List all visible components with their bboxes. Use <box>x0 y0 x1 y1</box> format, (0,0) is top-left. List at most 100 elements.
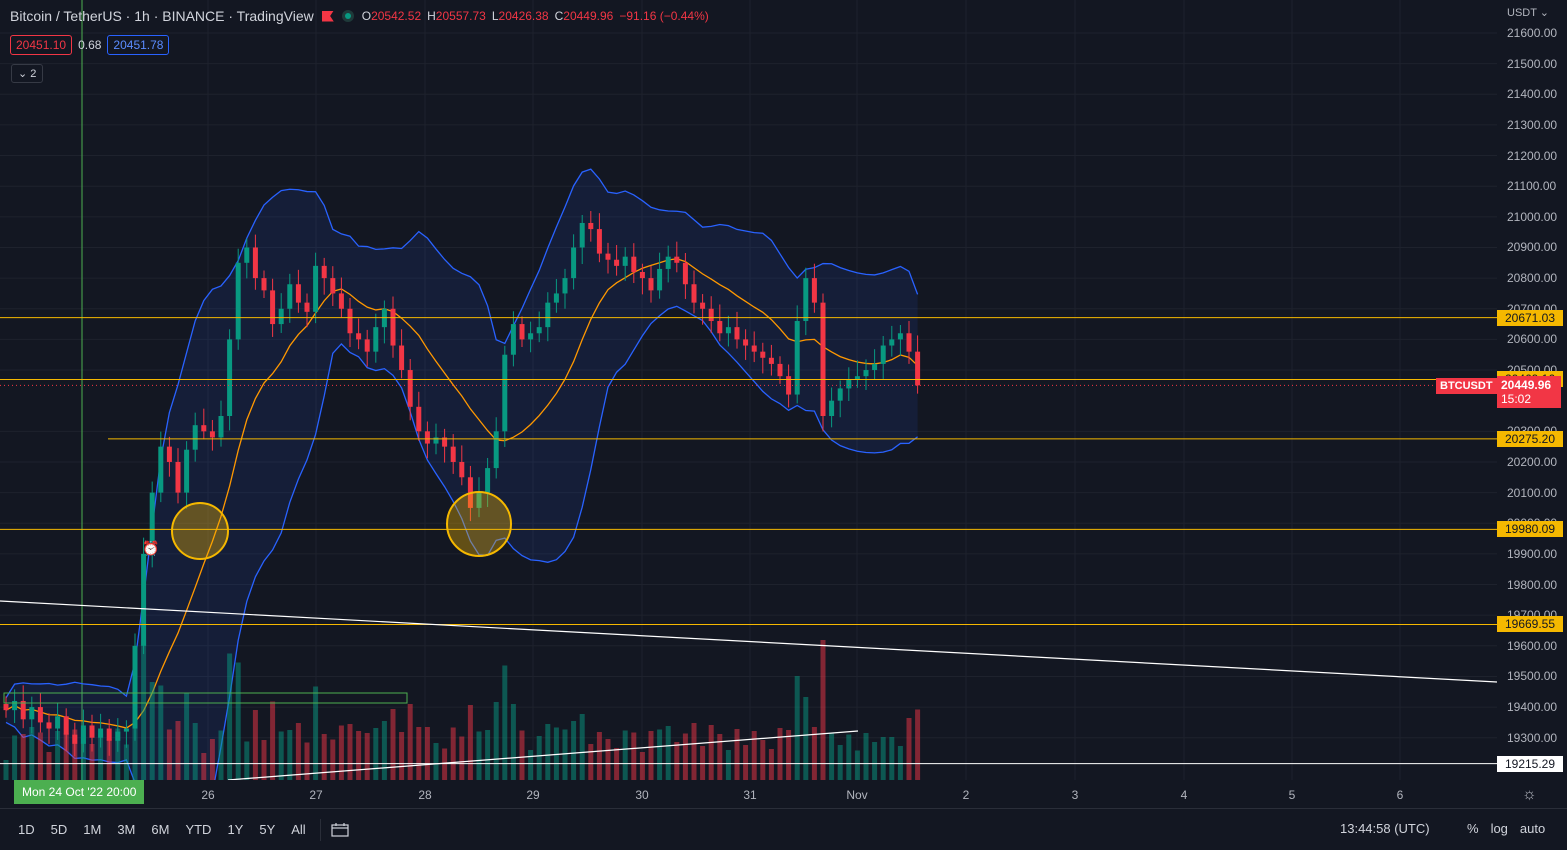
axis-option-percent[interactable]: % <box>1467 821 1479 836</box>
ohlc-item: H20557.73 <box>427 9 486 23</box>
axis-option-auto[interactable]: auto <box>1519 821 1546 836</box>
price-tick: 20200.00 <box>1507 454 1558 469</box>
volume-bar <box>459 736 465 780</box>
price-tick: 21300.00 <box>1507 117 1558 132</box>
volume-bar <box>209 739 215 780</box>
candle-body <box>777 363 783 377</box>
volume-bar <box>596 732 602 780</box>
price-tick: 20900.00 <box>1507 240 1558 255</box>
candle-body <box>579 222 585 248</box>
price-tick: 19900.00 <box>1507 546 1558 561</box>
volume-bar <box>571 721 577 780</box>
candle-body <box>459 461 465 478</box>
volume-bar <box>846 734 852 780</box>
market-status-icon[interactable] <box>341 10 354 22</box>
volume-bar <box>863 733 869 780</box>
level-price-label: 19980.09 <box>1497 521 1563 538</box>
level-price-label: 19669.55 <box>1497 616 1563 633</box>
volume-bar <box>751 731 757 780</box>
candle-body <box>321 265 327 279</box>
symbol-tag: BTCUSDT <box>1436 378 1497 394</box>
volume-bar <box>149 682 155 780</box>
utc-clock[interactable]: 13:44:58 (UTC) <box>1340 821 1430 836</box>
candle-body <box>141 553 147 646</box>
range-button-6m[interactable]: 6M <box>151 822 170 837</box>
volume-bar <box>553 727 559 780</box>
volume-bar <box>467 705 473 780</box>
time-tick: 28 <box>418 788 432 802</box>
candle-body <box>106 728 112 741</box>
currency-selector[interactable]: USDT ⌄ <box>1507 7 1550 19</box>
volume-bar <box>3 760 9 780</box>
candle-body <box>725 327 731 334</box>
buy-button[interactable]: 20451.78 <box>107 35 170 55</box>
volume-bar <box>201 753 207 780</box>
time-axis[interactable]: 26 27 28 29 30 31 Nov 2 3 4 5 6 <box>0 780 1497 808</box>
price-tick: 19300.00 <box>1507 730 1558 745</box>
range-box <box>3 692 408 704</box>
range-button-3m[interactable]: 3M <box>117 822 136 837</box>
volume-bar <box>390 709 396 780</box>
candle-body <box>915 351 921 386</box>
flag-icon[interactable] <box>321 10 334 22</box>
volume-bar <box>691 723 697 780</box>
volume-bar <box>46 752 52 780</box>
moving-average-line <box>5 258 919 729</box>
range-button-1y[interactable]: 1Y <box>227 822 244 837</box>
candle-body <box>708 308 714 322</box>
candle-body <box>528 333 534 340</box>
volume-bar <box>725 750 731 780</box>
volume-bar <box>536 736 542 780</box>
volume-bar <box>897 746 903 780</box>
candle-body <box>63 716 69 735</box>
range-button-all[interactable]: All <box>291 822 306 837</box>
volume-bar <box>12 735 18 780</box>
time-tick: 5 <box>1288 788 1296 802</box>
volume-bar <box>442 748 448 780</box>
level-price-label: 19215.29 <box>1497 755 1563 772</box>
symbol-title[interactable]: Bitcoin / TetherUS · 1h · BINANCE · Trad… <box>10 8 314 24</box>
candle-body <box>46 722 52 729</box>
candle-body <box>20 700 26 720</box>
volume-bar <box>493 702 499 780</box>
volume-bar <box>708 725 714 780</box>
candle-body <box>201 425 207 432</box>
candle-body <box>295 284 301 303</box>
volume-bar <box>106 739 112 780</box>
volume-bar <box>166 729 172 780</box>
candle-body <box>794 321 800 395</box>
volume-bar <box>252 710 258 780</box>
candle-body <box>519 324 525 340</box>
goto-date-icon[interactable] <box>331 822 349 837</box>
candle-body <box>596 229 602 254</box>
range-button-5y[interactable]: 5Y <box>259 822 276 837</box>
volume-bar <box>811 727 817 780</box>
ohlc-item: −91.16 (−0.44%) <box>619 9 709 23</box>
candle-body <box>485 468 491 493</box>
chart-pane[interactable] <box>0 0 1497 780</box>
ohlc-item: L20426.38 <box>491 9 549 23</box>
candle-body <box>605 253 611 260</box>
volume-bar <box>261 740 267 780</box>
time-tick: 29 <box>526 788 540 802</box>
range-button-ytd[interactable]: YTD <box>185 822 212 837</box>
candle-body <box>416 406 422 432</box>
gear-icon[interactable]: ☼ <box>1522 786 1537 803</box>
candle-body <box>682 262 688 285</box>
volume-bar <box>717 734 723 780</box>
volume-bar <box>768 749 774 780</box>
price-tick: 20100.00 <box>1507 485 1558 500</box>
candle-body <box>811 278 817 303</box>
range-button-5d[interactable]: 5D <box>50 822 68 837</box>
volume-bar <box>743 745 749 780</box>
range-button-1d[interactable]: 1D <box>18 822 35 837</box>
sell-button[interactable]: 20451.10 <box>10 35 73 55</box>
indicators-toggle[interactable]: ⌄ 2 <box>11 64 44 83</box>
axis-option-log[interactable]: log <box>1490 821 1508 836</box>
candle-body <box>166 446 172 462</box>
candle-body <box>330 278 336 294</box>
volume-bar <box>760 740 766 780</box>
range-button-1m[interactable]: 1M <box>83 822 102 837</box>
crosshair-date-label: Mon 24 Oct '22 20:00 <box>14 780 145 804</box>
alarm-clock-icon[interactable]: ⏰ <box>142 540 160 556</box>
